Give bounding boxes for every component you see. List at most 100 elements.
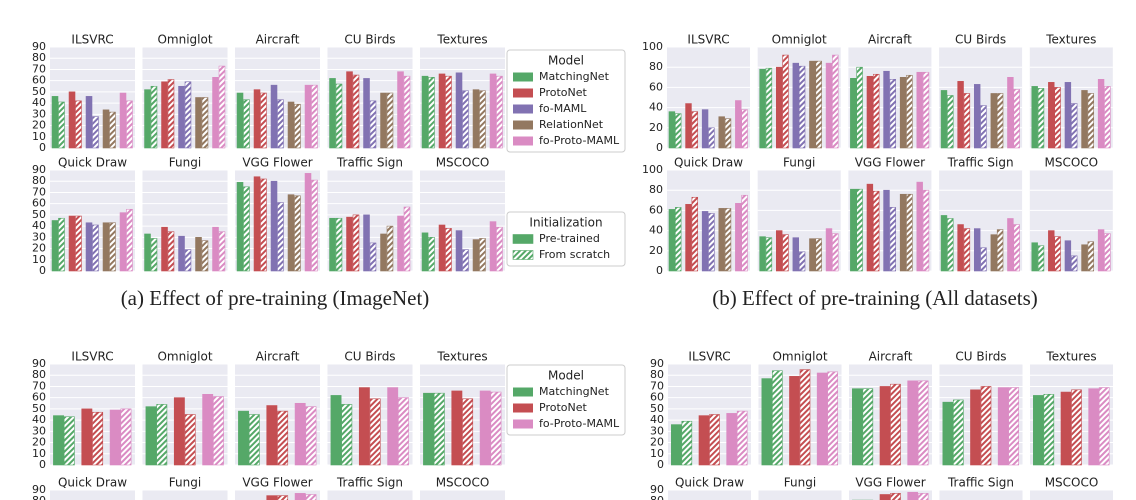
bar [92, 224, 99, 272]
bar [883, 70, 890, 149]
bar [403, 206, 411, 272]
y-tick-label: 40 [649, 224, 663, 237]
bar [1087, 241, 1095, 272]
bar [287, 194, 295, 272]
y-tick-label: 90 [32, 40, 46, 53]
bar [329, 78, 336, 149]
bar [270, 180, 278, 272]
legend-box [506, 49, 626, 153]
bar [957, 224, 964, 272]
panel-background [420, 490, 505, 500]
bar [496, 75, 503, 149]
bar [352, 74, 360, 149]
y-tick-label: 30 [32, 230, 46, 243]
bar [997, 387, 1009, 466]
panel-title: Quick Draw [675, 476, 744, 490]
bar [120, 408, 132, 466]
bar [294, 402, 306, 466]
bar [248, 414, 260, 466]
bar [445, 75, 452, 149]
bar [940, 90, 948, 149]
bar [329, 217, 336, 272]
bar [1097, 79, 1105, 149]
y-tick-label: 20 [649, 244, 663, 257]
y-tick-label: 90 [32, 357, 46, 370]
bar [236, 92, 244, 149]
legend-label: RelationNet [539, 118, 604, 131]
panel-title: Quick Draw [58, 156, 127, 170]
bar [963, 228, 971, 272]
bar [759, 68, 766, 149]
bar [701, 109, 709, 149]
panel-title: MSCOCO [1045, 476, 1099, 490]
bar [1013, 89, 1020, 149]
bar [850, 188, 857, 272]
bar [304, 173, 312, 272]
panel-title: Omniglot [157, 350, 212, 364]
panel-title: Aircraft [256, 33, 300, 47]
bar [850, 78, 857, 149]
bar [1033, 395, 1044, 466]
bar [698, 415, 710, 466]
bar [735, 203, 742, 272]
bar [489, 221, 497, 272]
bar [109, 111, 116, 149]
bar [809, 238, 816, 272]
bar [294, 493, 306, 500]
y-tick-label: 20 [32, 436, 46, 449]
bar [496, 226, 503, 272]
bar [980, 386, 992, 466]
bar [58, 217, 65, 272]
bar [798, 251, 806, 272]
panel-title: ILSVRC [687, 33, 729, 47]
bar [1071, 103, 1078, 149]
bar [266, 495, 278, 500]
panel-background [939, 490, 1023, 500]
panel-background [1030, 490, 1113, 500]
panel-title: Quick Draw [674, 156, 743, 170]
panel-title: VGG Flower [242, 476, 312, 490]
bar [947, 95, 954, 149]
bar [119, 92, 127, 149]
panel-title: Omniglot [772, 350, 827, 364]
bar [970, 389, 981, 466]
bar [815, 60, 822, 149]
bar [825, 228, 833, 272]
bar [178, 85, 185, 149]
y-tick-label: 40 [650, 413, 664, 426]
bar [816, 372, 828, 466]
bar [782, 54, 789, 149]
bar [759, 236, 766, 272]
bar [144, 89, 151, 149]
legend-label: From scratch [539, 248, 610, 261]
bar [346, 216, 353, 272]
legend-swatch [513, 104, 533, 114]
bar [990, 234, 998, 272]
legend-label: ProtoNet [539, 401, 587, 414]
y-tick-label: 10 [32, 253, 46, 266]
panel-title: Omniglot [772, 33, 827, 47]
bar [260, 178, 267, 272]
bar [792, 237, 800, 272]
bar [341, 404, 353, 466]
bar [761, 378, 773, 466]
bar [890, 493, 901, 500]
bar [433, 392, 445, 466]
bar [1054, 87, 1061, 149]
bar [990, 93, 998, 149]
y-tick-label: 80 [32, 51, 46, 64]
bar [1104, 233, 1111, 272]
bar [1088, 388, 1099, 466]
bar [145, 406, 157, 466]
legend-swatch [513, 88, 533, 98]
bar [899, 193, 907, 272]
panel-title: VGG Flower [855, 476, 925, 490]
bar [270, 84, 278, 149]
bar [51, 96, 59, 149]
caption: (b) Effect of pre-training (All datasets… [712, 286, 1038, 310]
bar [260, 92, 267, 149]
bar [1081, 90, 1088, 149]
bar [809, 60, 816, 149]
legend-swatch [513, 419, 533, 429]
bar [963, 93, 971, 149]
